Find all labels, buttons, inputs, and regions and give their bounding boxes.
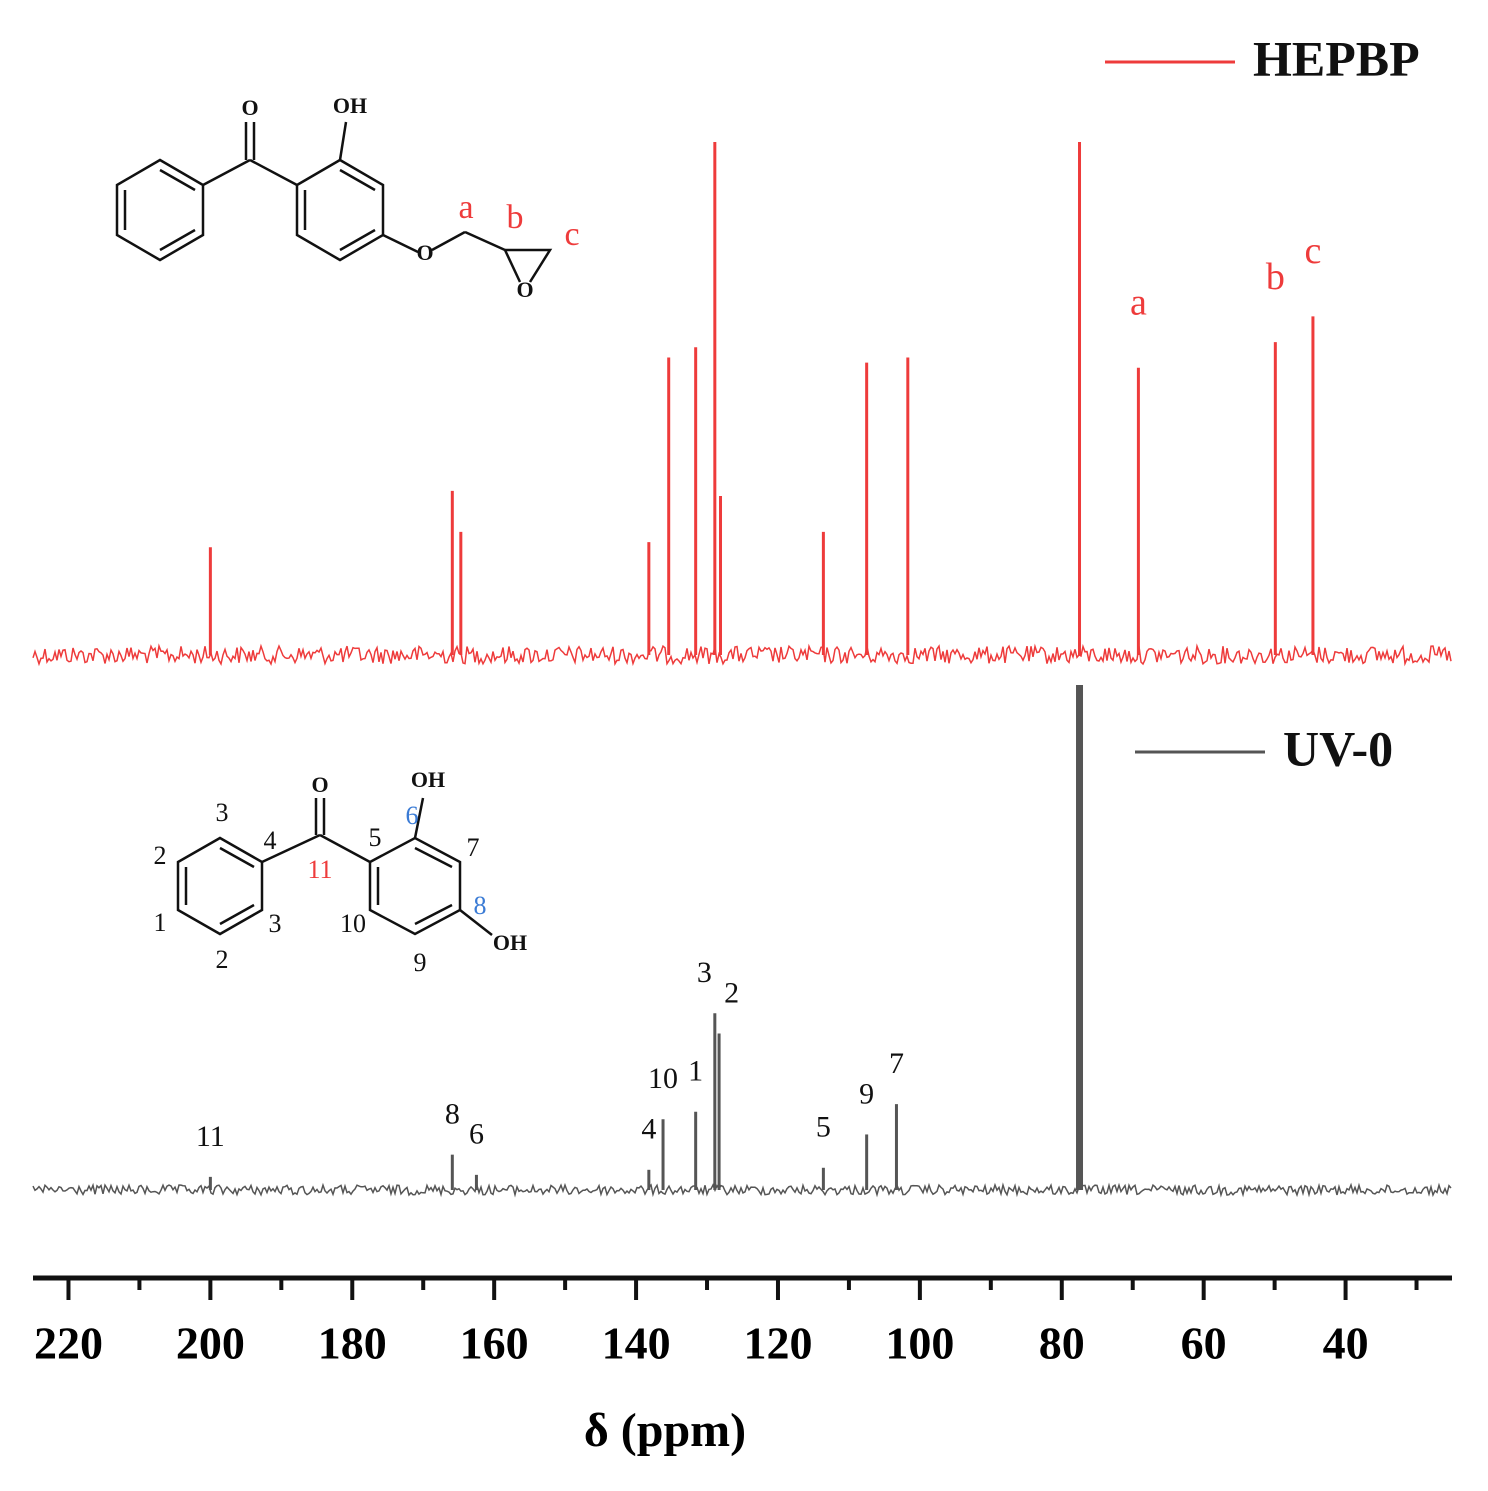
peak-label: 7: [889, 1047, 904, 1080]
peak-label: 1: [688, 1055, 703, 1088]
position-label: 2: [154, 841, 167, 870]
position-label: 3: [216, 798, 229, 827]
atom-label: O: [416, 240, 433, 265]
x-tick-label: 160: [460, 1318, 529, 1369]
position-label: 8: [474, 891, 487, 920]
position-label: 1: [154, 908, 167, 937]
position-label: 11: [307, 855, 332, 884]
position-label: 3: [269, 909, 282, 938]
peak-label: 2: [724, 976, 739, 1009]
atom-label: O: [516, 277, 533, 302]
peak-label: c: [1305, 230, 1322, 272]
position-label: 2: [216, 945, 229, 974]
x-tick-label: 100: [885, 1318, 954, 1369]
atom-label: OH: [493, 930, 527, 955]
position-label: 4: [264, 826, 277, 855]
x-tick-label: 80: [1039, 1318, 1085, 1369]
position-label: 9: [414, 948, 427, 977]
peak-label: 11: [196, 1120, 225, 1153]
position-label: a: [458, 189, 473, 226]
peak-label: 4: [641, 1113, 656, 1146]
peak-label: 9: [859, 1077, 874, 1110]
peak-label: a: [1130, 281, 1147, 323]
position-label: 10: [340, 909, 366, 938]
peak-label: 8: [445, 1098, 460, 1131]
atom-label: OH: [333, 93, 367, 118]
x-tick-label: 180: [318, 1318, 387, 1369]
x-tick-label: 200: [176, 1318, 245, 1369]
position-label: 7: [467, 833, 480, 862]
position-label: b: [507, 199, 524, 236]
x-tick-label: 220: [34, 1318, 103, 1369]
x-tick-label: 40: [1323, 1318, 1369, 1369]
baseline-noise: [32, 643, 1452, 667]
hepbp-structure: O OH O O a b c: [115, 93, 580, 302]
atom-label: O: [241, 95, 258, 120]
position-label: 5: [369, 823, 382, 852]
legend-label: UV-0: [1283, 720, 1393, 776]
peak-label: 10: [648, 1062, 678, 1095]
x-tick-label: 60: [1181, 1318, 1227, 1369]
x-axis-label: δ (ppm): [584, 1404, 746, 1457]
peak-label: b: [1266, 256, 1285, 298]
baseline-noise: [32, 1182, 1452, 1198]
x-tick-label: 140: [602, 1318, 671, 1369]
x-tick-label: 120: [743, 1318, 812, 1369]
atom-label: O: [311, 772, 328, 797]
position-label: 6: [406, 801, 419, 830]
position-label: c: [564, 216, 579, 253]
peak-label: 3: [697, 956, 712, 989]
atom-label: OH: [411, 767, 445, 792]
uv0-structure: O OH OH 1 2 2 3 3 4 5 6 7 8 9 10 11: [154, 767, 528, 977]
peak-label: 5: [816, 1111, 831, 1144]
legend-label: HEPBP: [1253, 30, 1420, 86]
peak-label: 6: [469, 1118, 484, 1151]
